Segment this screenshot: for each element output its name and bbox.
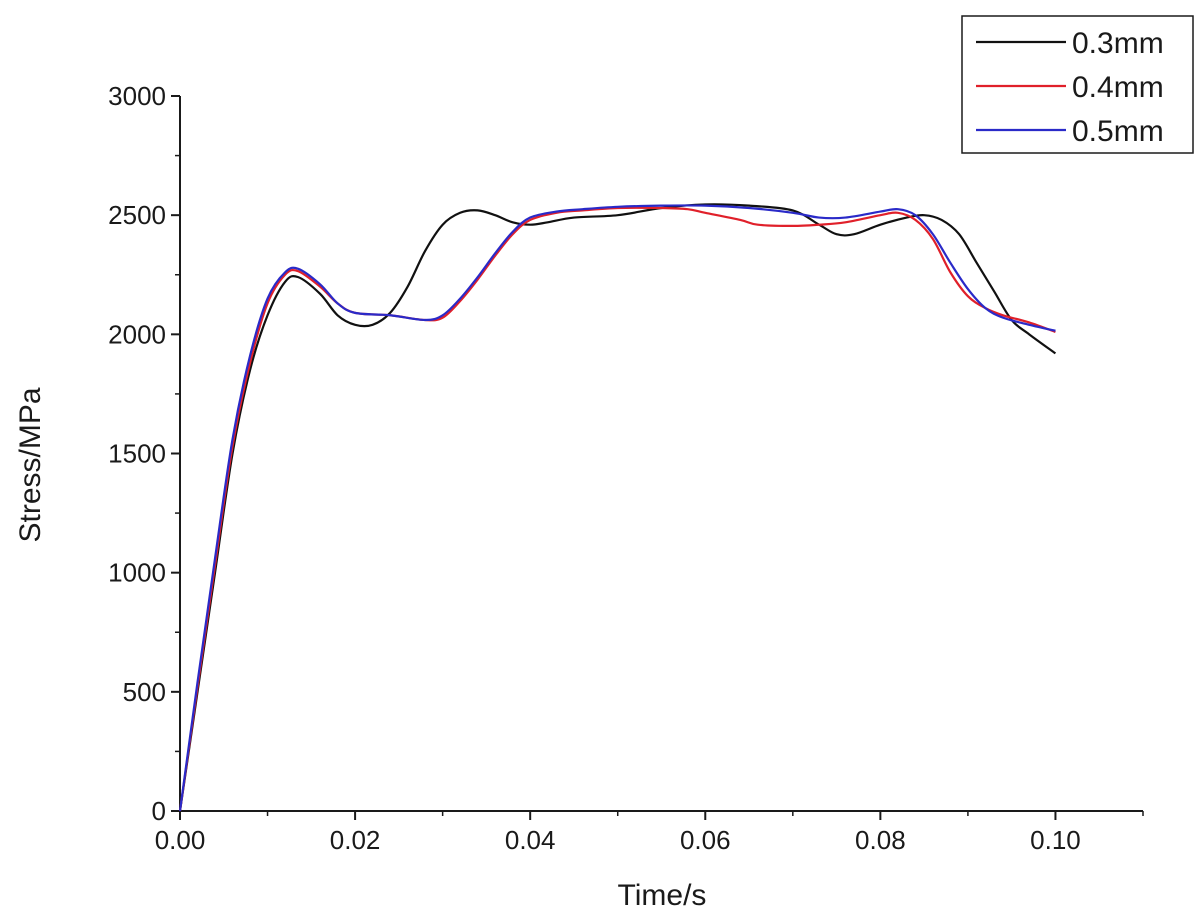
- series-line-0.3mm: [178, 203, 1057, 812]
- legend-label: 0.5mm: [1072, 115, 1164, 148]
- y-tick-label: 0: [152, 796, 166, 826]
- x-tick-label: 0.08: [855, 825, 906, 855]
- x-axis-ticks: 0.00 0.02 0.04 0.06 0.08 0.10: [155, 811, 1144, 855]
- x-tick-label: 0.06: [680, 825, 731, 855]
- y-tick-label: 1000: [108, 558, 166, 588]
- legend-label: 0.3mm: [1072, 27, 1164, 60]
- legend-label: 0.4mm: [1072, 71, 1164, 104]
- x-tick-label: 0.10: [1030, 825, 1081, 855]
- series-line-0.4mm: [178, 206, 1056, 812]
- y-tick-label: 3000: [108, 81, 166, 111]
- series-line-0.5mm: [178, 204, 1056, 812]
- legend: 0.3mm 0.4mm 0.5mm: [961, 15, 1194, 154]
- y-tick-label: 2000: [108, 319, 166, 349]
- y-axis-title: Stress/MPa: [14, 387, 47, 542]
- x-tick-label: 0.00: [155, 825, 206, 855]
- y-axis-ticks: 0 500 1000 1500 2000 2500 3000: [108, 81, 180, 826]
- series-lines: [178, 203, 1057, 812]
- legend-items: 0.3mm 0.4mm 0.5mm: [976, 27, 1164, 148]
- y-tick-label: 1500: [108, 439, 166, 469]
- y-tick-label: 500: [123, 677, 166, 707]
- x-axis-title: Time/s: [618, 879, 707, 912]
- legend-box: [961, 15, 1194, 154]
- y-tick-label: 2500: [108, 200, 166, 230]
- x-tick-label: 0.04: [505, 825, 556, 855]
- x-tick-label: 0.02: [330, 825, 381, 855]
